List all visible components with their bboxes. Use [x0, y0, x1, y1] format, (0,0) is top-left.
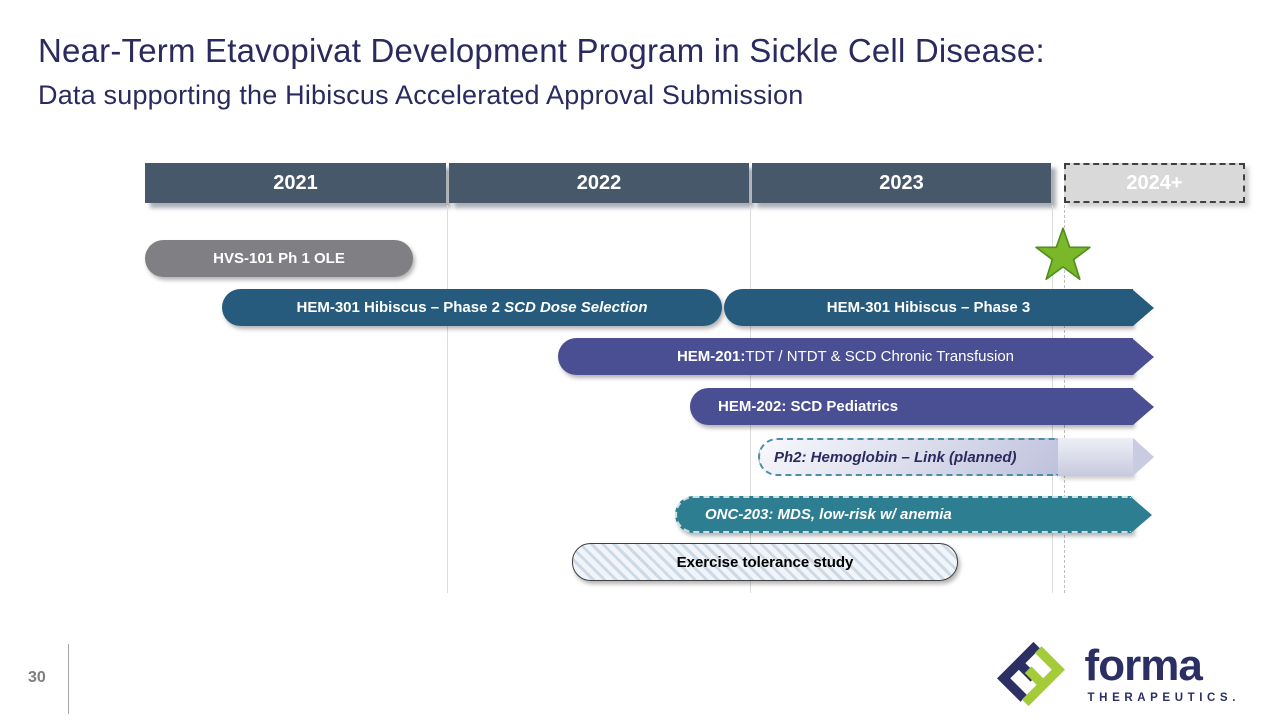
- bar-label: HVS-101 Ph 1 OLE: [213, 250, 345, 267]
- gantt-bar-ph2-hemoglobin-link-arrow: [1058, 438, 1133, 476]
- logo-text: forma THERAPEUTICS.: [1084, 641, 1240, 705]
- gantt-bar-hvs101: HVS-101 Ph 1 OLE: [145, 240, 413, 277]
- milestone-star-icon: [1035, 227, 1091, 281]
- gantt-bar-hem202: HEM-202: SCD Pediatrics: [690, 388, 1133, 425]
- slide-title: Near-Term Etavopivat Development Program…: [38, 32, 1045, 69]
- gantt-bar-onc203: ONC-203: MDS, low-risk w/ anemia: [675, 496, 1133, 533]
- bar-label: HEM-202: SCD Pediatrics: [718, 398, 899, 415]
- year-header-2021: 2021: [145, 163, 446, 203]
- forma-logo-mark-icon: [996, 641, 1065, 707]
- page-number: 30: [28, 669, 46, 686]
- logo-wordmark: forma: [1084, 641, 1203, 690]
- gantt-bar-exercise-tolerance: Exercise tolerance study: [572, 543, 958, 581]
- gantt-bar-hem201: HEM-201: TDT / NTDT & SCD Chronic Transf…: [558, 338, 1133, 375]
- forma-therapeutics-logo: forma THERAPEUTICS.: [995, 638, 1240, 710]
- year-header-2022: 2022: [449, 163, 749, 203]
- logo-tagline: THERAPEUTICS.: [1087, 692, 1240, 704]
- gantt-bar-hem301-phase3: HEM-301 Hibiscus – Phase 3: [724, 289, 1133, 326]
- footer-divider: [68, 644, 69, 714]
- bar-label: HEM-301 Hibiscus – Phase 3: [826, 299, 1031, 316]
- bar-label: Exercise tolerance study: [676, 553, 854, 571]
- year-header-2024-plus: 2024+: [1064, 163, 1245, 203]
- bar-label: Ph2: Hemoglobin – Link (planned): [774, 448, 1017, 466]
- year-header-2023: 2023: [752, 163, 1051, 203]
- bar-label: HEM-301 Hibiscus – Phase 2: [296, 299, 500, 316]
- bar-label-rest: TDT / NTDT & SCD Chronic Transfusion: [745, 348, 1015, 365]
- bar-label: ONC-203: MDS, low-risk w/ anemia: [705, 506, 952, 523]
- bar-label-italic: SCD Dose Selection: [504, 299, 648, 316]
- gantt-bar-ph2-hemoglobin-link: Ph2: Hemoglobin – Link (planned): [758, 438, 1058, 476]
- bar-label-bold: HEM-201:: [676, 348, 746, 365]
- slide-subtitle: Data supporting the Hibiscus Accelerated…: [38, 80, 804, 110]
- gridline-2022: [447, 205, 448, 593]
- gantt-bar-hem301-phase2: HEM-301 Hibiscus – Phase 2 SCD Dose Sele…: [222, 289, 722, 326]
